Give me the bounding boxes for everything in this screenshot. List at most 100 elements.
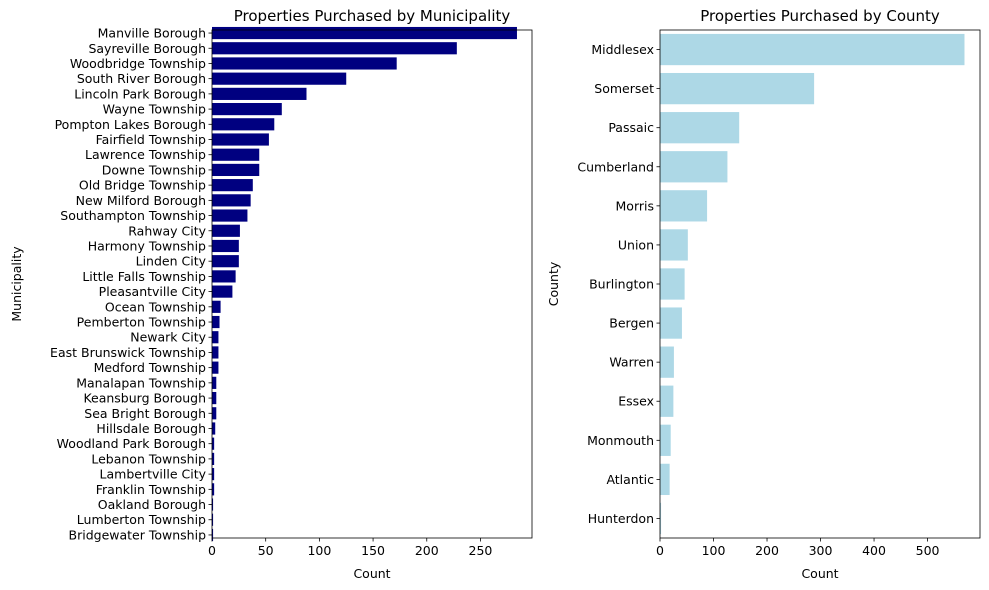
municipality-ytick-label-oakland-borough: Oakland Borough — [98, 497, 206, 512]
municipality-bar-lambertville-city — [212, 468, 215, 481]
municipality-ytick-label-sea-bright-borough: Sea Bright Borough — [84, 406, 206, 421]
municipality-ytick-label-little-falls-township: Little Falls Township — [82, 269, 206, 284]
municipality-bar-old-bridge-township — [212, 179, 253, 192]
county-ytick-label-burlington: Burlington — [589, 277, 654, 292]
municipality-bar-sea-bright-borough — [212, 407, 217, 420]
municipality-bar-oakland-borough — [212, 498, 214, 511]
county-bar-cumberland — [660, 151, 728, 183]
municipality-ytick-label-pemberton-township: Pemberton Township — [77, 315, 206, 330]
municipality-ytick-label-medford-township: Medford Township — [94, 360, 206, 375]
county-ytick-label-monmouth: Monmouth — [587, 433, 654, 448]
municipality-xtick-label-0: 0 — [208, 543, 216, 558]
municipality-bar-east-brunswick-township — [212, 346, 219, 359]
municipality-ytick-label-woodbridge-township: Woodbridge Township — [70, 56, 206, 71]
municipality-bar-woodbridge-township — [212, 57, 397, 70]
municipality-xtick-label-200: 200 — [415, 543, 439, 558]
county-bar-bergen — [660, 307, 682, 339]
municipality-bar-rahway-city — [212, 224, 240, 237]
municipality-ytick-label-sayreville-borough: Sayreville Borough — [88, 41, 206, 56]
county-y-axis-label: County — [546, 261, 561, 306]
county-bar-atlantic — [660, 463, 670, 496]
county-bar-warren — [660, 346, 674, 378]
municipality-ytick-label-lincoln-park-borough: Lincoln Park Borough — [74, 86, 206, 101]
municipality-ytick-label-downe-township: Downe Township — [102, 162, 206, 177]
municipality-bar-south-river-borough — [212, 72, 347, 85]
county-xtick-label-300: 300 — [809, 543, 833, 558]
county-bar-middlesex — [660, 33, 965, 66]
municipality-ytick-label-bridgewater-township: Bridgewater Township — [69, 527, 207, 542]
municipality-ytick-label-linden-city: Linden City — [136, 254, 207, 269]
county-xtick-label-0: 0 — [656, 543, 664, 558]
municipality-ytick-label-manville-borough: Manville Borough — [98, 26, 206, 41]
municipality-bar-manville-borough — [212, 26, 517, 40]
municipality-bar-ocean-township — [212, 300, 221, 313]
municipality-bar-newark-city — [212, 331, 219, 344]
municipality-bar-lincoln-park-borough — [212, 87, 307, 100]
county-axes-frame — [659, 29, 981, 539]
municipality-bar-pleasantville-city — [212, 285, 233, 298]
municipality-y-axis-label: Municipality — [9, 246, 24, 322]
county-bar-passaic — [660, 112, 740, 144]
county-chart-title: Properties Purchased by County — [700, 7, 940, 25]
municipality-ytick-label-lebanon-township: Lebanon Township — [91, 451, 206, 466]
county-bar-morris — [660, 190, 708, 222]
municipality-ytick-label-southampton-township: Southampton Township — [60, 208, 206, 223]
municipality-ytick-label-woodland-park-borough: Woodland Park Borough — [57, 436, 206, 451]
municipality-bar-pemberton-township — [212, 315, 220, 329]
municipality-bar-franklin-township — [212, 483, 215, 496]
municipality-bar-lumberton-township — [212, 513, 214, 526]
county-ytick-label-cumberland: Cumberland — [577, 159, 654, 174]
county-bar-monmouth — [660, 424, 671, 456]
county-xtick-label-500: 500 — [916, 543, 940, 558]
municipality-bar-pompton-lakes-borough — [212, 118, 275, 131]
county-ytick-label-middlesex: Middlesex — [591, 42, 654, 57]
county-xtick-label-200: 200 — [755, 543, 779, 558]
municipality-bar-manalapan-township — [212, 376, 217, 389]
municipality-ytick-label-ocean-township: Ocean Township — [105, 299, 206, 314]
municipality-bar-linden-city — [212, 255, 239, 268]
county-bar-burlington — [660, 268, 685, 300]
municipality-ytick-label-lumberton-township: Lumberton Township — [77, 512, 206, 527]
municipality-chart-title: Properties Purchased by Municipality — [234, 7, 511, 25]
county-xtick-label-100: 100 — [702, 543, 726, 558]
municipality-ytick-label-harmony-township: Harmony Township — [88, 238, 206, 253]
municipality-xtick-label-250: 250 — [469, 543, 493, 558]
municipality-axes-frame — [211, 29, 533, 539]
municipality-bar-bridgewater-township — [212, 528, 214, 542]
county-ytick-label-warren: Warren — [609, 355, 654, 370]
municipality-x-axis-label: Count — [353, 566, 390, 581]
municipality-bar-keansburg-borough — [212, 391, 217, 405]
municipality-ytick-label-east-brunswick-township: East Brunswick Township — [50, 345, 206, 360]
municipality-bar-wayne-township — [212, 103, 282, 116]
municipality-ytick-label-hillsdale-borough: Hillsdale Borough — [96, 421, 206, 436]
municipality-bar-sayreville-borough — [212, 42, 457, 55]
municipality-bar-harmony-township — [212, 239, 239, 253]
county-ytick-label-passaic: Passaic — [608, 120, 654, 135]
municipality-bar-little-falls-township — [212, 270, 236, 283]
municipality-ytick-label-newark-city: Newark City — [130, 330, 206, 345]
municipality-bar-new-milford-borough — [212, 194, 251, 207]
municipality-ytick-label-rahway-city: Rahway City — [128, 223, 206, 238]
municipality-ytick-label-new-milford-borough: New Milford Borough — [76, 193, 206, 208]
county-ytick-label-morris: Morris — [616, 198, 654, 213]
municipality-bar-hillsdale-borough — [212, 422, 216, 435]
municipality-ytick-label-fairfield-township: Fairfield Township — [96, 132, 206, 147]
county-ytick-label-somerset: Somerset — [594, 81, 654, 96]
municipality-bar-fairfield-township — [212, 133, 269, 146]
municipality-ytick-label-old-bridge-township: Old Bridge Township — [79, 178, 206, 193]
municipality-bar-southampton-township — [212, 209, 248, 222]
municipality-ytick-label-lambertville-city: Lambertville City — [100, 467, 207, 482]
county-x-axis-label: Count — [801, 566, 838, 581]
county-ytick-label-essex: Essex — [618, 394, 654, 409]
municipality-bar-lawrence-township — [212, 148, 260, 161]
county-ytick-label-bergen: Bergen — [609, 316, 654, 331]
municipality-ytick-label-franklin-township: Franklin Township — [96, 482, 206, 497]
municipality-xtick-label-150: 150 — [361, 543, 385, 558]
county-bar-union — [660, 229, 688, 261]
municipality-xtick-label-100: 100 — [307, 543, 331, 558]
municipality-bar-medford-township — [212, 361, 219, 374]
county-bar-hunterdon — [660, 502, 662, 535]
municipality-ytick-label-wayne-township: Wayne Township — [103, 102, 206, 117]
